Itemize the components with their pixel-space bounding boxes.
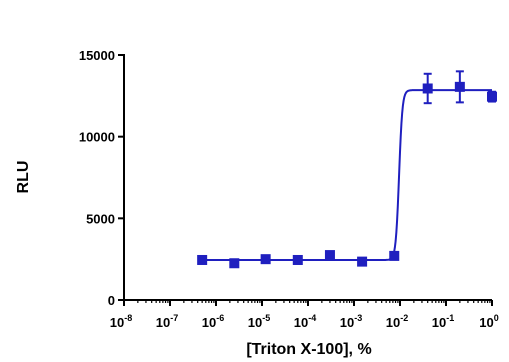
fit-curve-group — [202, 89, 492, 261]
x-tick-label: 10-2 — [386, 313, 408, 330]
x-tick-label: 10-8 — [110, 313, 132, 330]
data-point — [292, 254, 303, 265]
y-tick-label: 5000 — [86, 211, 115, 226]
data-point — [260, 254, 271, 265]
tick-group: 0 5000 10000 15000 10-8 10-7 10-6 10-5 10-4 10-3 1… — [79, 48, 499, 330]
x-tick-label: 10-5 — [248, 313, 270, 330]
y-tick-label: 10000 — [79, 130, 115, 145]
y-tick-label: 15000 — [79, 48, 115, 63]
y-axis-title: RLU — [15, 161, 32, 194]
data-point — [422, 83, 433, 94]
data-point — [389, 250, 400, 261]
x-tick-label: 10-3 — [340, 313, 362, 330]
fit-curve — [202, 89, 492, 261]
data-point — [229, 258, 240, 269]
x-tick-label: 100 — [479, 313, 498, 330]
data-point — [357, 256, 368, 267]
x-axis-title: [Triton X-100], % — [246, 341, 371, 358]
x-tick-label: 10-4 — [294, 313, 316, 330]
data-point — [487, 91, 497, 102]
x-tick-label: 10-7 — [156, 313, 178, 330]
x-tick-label: 10-1 — [432, 313, 454, 330]
x-tick-label: 10-6 — [202, 313, 224, 330]
data-point — [454, 81, 465, 92]
data-points-group — [197, 70, 497, 269]
y-tick-label: 0 — [108, 293, 115, 308]
data-point — [324, 250, 335, 261]
data-point — [197, 254, 208, 265]
